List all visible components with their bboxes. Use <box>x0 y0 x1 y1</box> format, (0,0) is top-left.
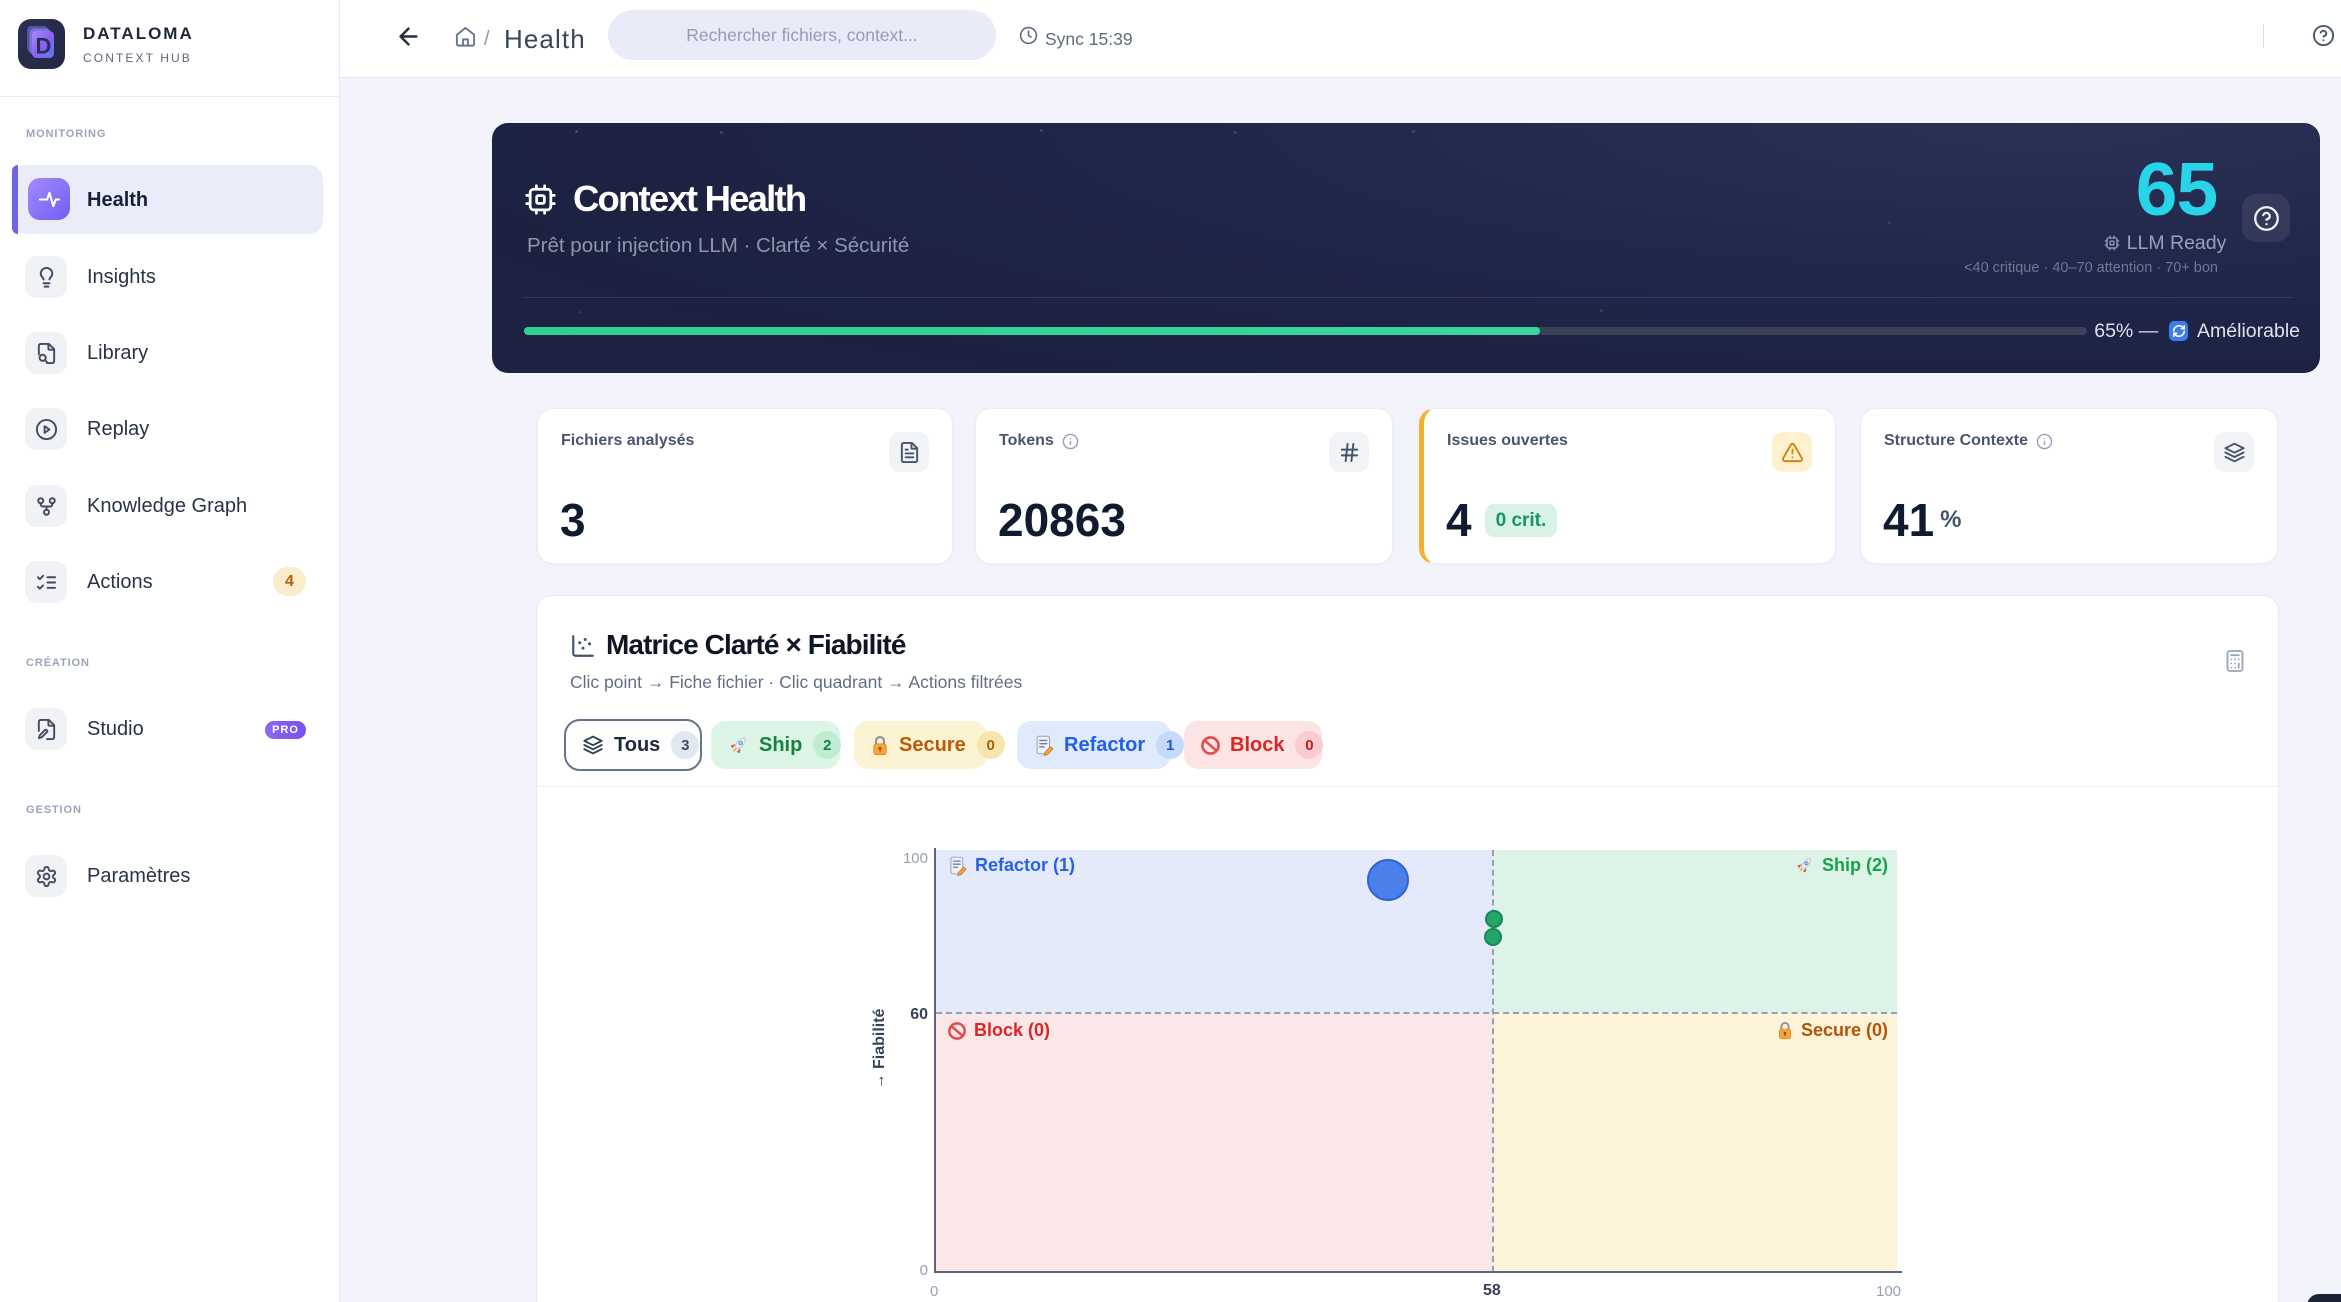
svg-text:D: D <box>36 34 52 59</box>
